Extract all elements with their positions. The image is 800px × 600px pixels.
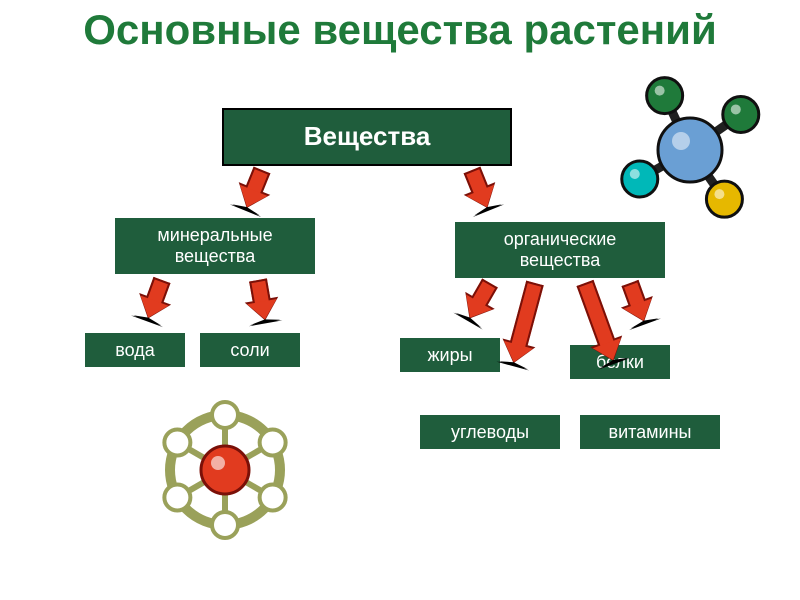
node-vitamins-label: витамины xyxy=(609,422,692,443)
node-water-label: вода xyxy=(115,340,155,361)
node-fats: жиры xyxy=(400,338,500,372)
molecule-icon-bottom-left xyxy=(130,375,320,565)
molecule-icon-top-right xyxy=(590,50,790,250)
node-vitamins: витамины xyxy=(580,415,720,449)
node-mineral-label: минеральные вещества xyxy=(121,225,309,266)
node-root-label: Вещества xyxy=(304,122,431,152)
node-mineral: минеральные вещества xyxy=(115,218,315,274)
node-carbs-label: углеводы xyxy=(451,422,529,443)
page-title: Основные вещества растений xyxy=(0,8,800,52)
node-root: Вещества xyxy=(222,108,512,166)
node-salts-label: соли xyxy=(230,340,269,361)
diagram-stage: { "colors": { "title": "#1f7a3a", "box_b… xyxy=(0,0,800,600)
node-salts: соли xyxy=(200,333,300,367)
node-fats-label: жиры xyxy=(427,345,472,366)
node-water: вода xyxy=(85,333,185,367)
node-carbs: углеводы xyxy=(420,415,560,449)
